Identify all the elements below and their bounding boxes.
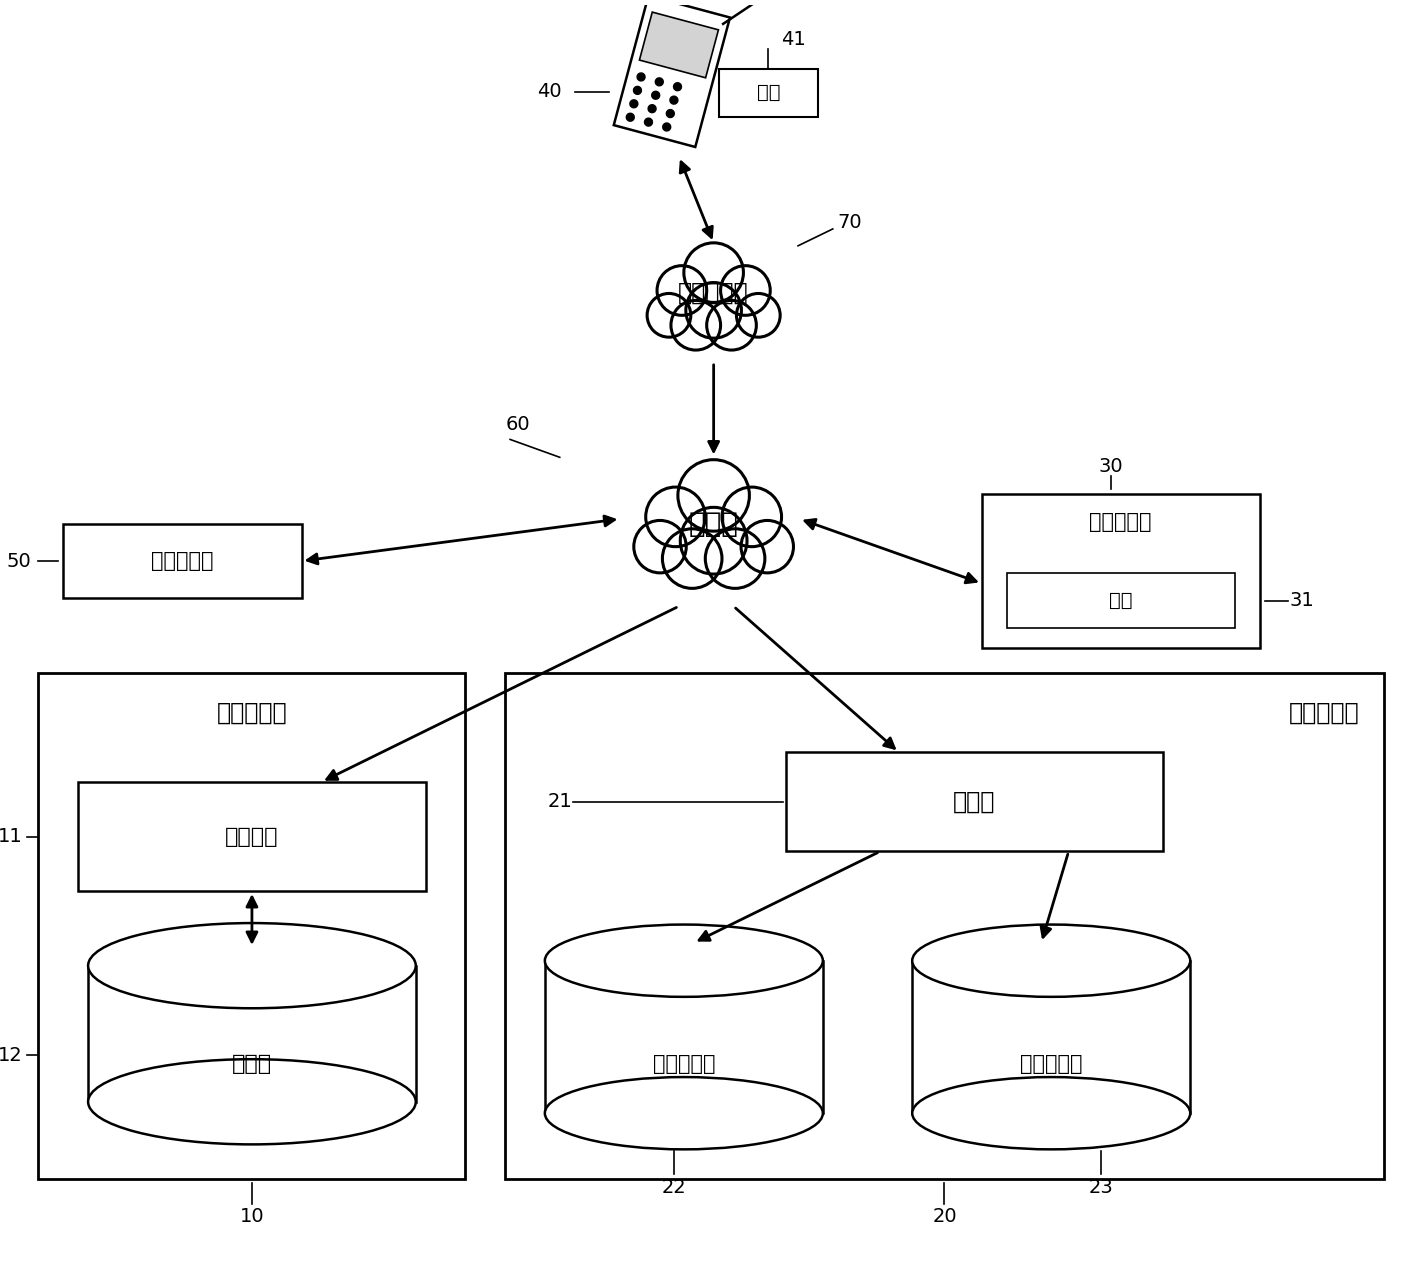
- Bar: [78, 782, 426, 891]
- Ellipse shape: [912, 924, 1191, 997]
- Ellipse shape: [545, 1077, 823, 1149]
- Text: 网络终端机: 网络终端机: [1090, 512, 1152, 532]
- Bar: [505, 672, 1384, 1180]
- Ellipse shape: [88, 1059, 416, 1144]
- Circle shape: [741, 520, 793, 573]
- Bar: [38, 672, 465, 1180]
- Circle shape: [685, 282, 742, 339]
- Text: 菜单: 菜单: [756, 83, 780, 102]
- Circle shape: [671, 300, 721, 350]
- Text: 22: 22: [661, 1177, 687, 1196]
- Circle shape: [634, 520, 687, 573]
- Circle shape: [663, 529, 722, 588]
- Circle shape: [736, 294, 780, 337]
- Text: 控制服务器: 控制服务器: [1288, 700, 1359, 725]
- Text: 菜单: 菜单: [1110, 592, 1132, 611]
- Text: 互联网: 互联网: [688, 510, 738, 538]
- Circle shape: [626, 114, 634, 121]
- Text: 50: 50: [6, 552, 31, 570]
- Text: 控制单元: 控制单元: [226, 827, 278, 846]
- Circle shape: [674, 83, 681, 91]
- Circle shape: [657, 266, 707, 316]
- Circle shape: [637, 73, 646, 81]
- Bar: [614, 0, 729, 147]
- Circle shape: [644, 118, 653, 127]
- Text: 网络终端机: 网络终端机: [217, 700, 287, 725]
- Text: 互联网网站: 互联网网站: [152, 551, 214, 571]
- Ellipse shape: [545, 924, 823, 997]
- Circle shape: [678, 460, 749, 532]
- Circle shape: [670, 96, 678, 104]
- Text: 70: 70: [837, 213, 863, 233]
- Circle shape: [648, 105, 656, 112]
- Text: 30: 30: [1098, 456, 1122, 475]
- Bar: [545, 961, 823, 1113]
- Circle shape: [721, 266, 771, 316]
- Bar: [64, 524, 302, 598]
- Text: 移动通信网: 移动通信网: [678, 280, 749, 304]
- Circle shape: [647, 294, 691, 337]
- Bar: [88, 966, 416, 1102]
- Ellipse shape: [88, 923, 416, 1008]
- Text: 41: 41: [780, 29, 806, 49]
- Text: 12: 12: [0, 1045, 23, 1065]
- Bar: [786, 753, 1164, 851]
- Circle shape: [663, 123, 671, 130]
- Circle shape: [630, 100, 637, 107]
- Circle shape: [646, 487, 705, 547]
- Circle shape: [707, 300, 756, 350]
- Bar: [718, 69, 817, 116]
- Bar: [912, 961, 1191, 1113]
- Text: 控制部: 控制部: [954, 790, 996, 814]
- Circle shape: [656, 78, 663, 86]
- Circle shape: [667, 110, 674, 118]
- Text: 信息数据库: 信息数据库: [653, 1054, 715, 1075]
- Bar: [640, 12, 718, 78]
- Text: 20: 20: [932, 1208, 956, 1227]
- Text: 10: 10: [240, 1208, 264, 1227]
- Bar: [1006, 574, 1235, 627]
- Text: 11: 11: [0, 827, 23, 846]
- Text: 40: 40: [538, 82, 562, 101]
- Text: 管理数据库: 管理数据库: [1020, 1054, 1083, 1075]
- Text: 23: 23: [1088, 1177, 1114, 1196]
- Circle shape: [633, 87, 641, 95]
- Circle shape: [705, 529, 765, 588]
- Circle shape: [651, 91, 660, 100]
- Text: 数据库: 数据库: [231, 1054, 272, 1074]
- Text: 31: 31: [1288, 592, 1314, 611]
- Circle shape: [722, 487, 782, 547]
- Circle shape: [680, 507, 746, 574]
- Text: 21: 21: [548, 792, 572, 812]
- Circle shape: [684, 243, 744, 303]
- Bar: [982, 495, 1260, 648]
- Text: 60: 60: [505, 415, 529, 435]
- Ellipse shape: [912, 1077, 1191, 1149]
